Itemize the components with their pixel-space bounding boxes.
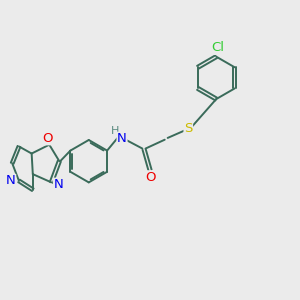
Text: O: O (43, 132, 53, 145)
Text: N: N (6, 174, 16, 188)
Text: Cl: Cl (211, 41, 224, 54)
Text: O: O (145, 171, 156, 184)
Text: S: S (184, 122, 193, 135)
Text: N: N (54, 178, 63, 191)
Text: N: N (117, 132, 127, 145)
Text: H: H (111, 126, 120, 136)
